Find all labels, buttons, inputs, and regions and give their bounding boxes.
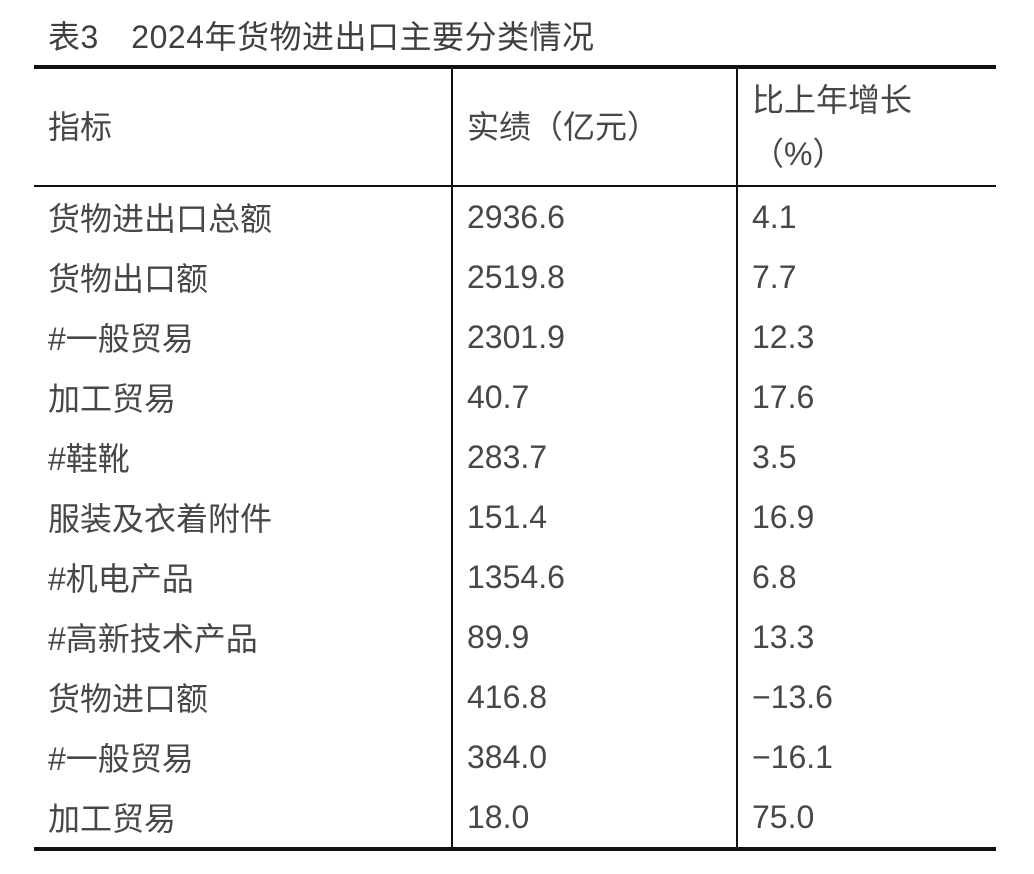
value-cell: 18.0	[451, 787, 737, 849]
indicator-cell: 货物出口额	[48, 261, 209, 297]
growth-cell: 6.8	[736, 547, 996, 607]
indicator-cell: #机电产品	[48, 561, 194, 597]
data-table: 指标 实绩（亿元） 比上年增长 （%） 货物进出口总额 2936.6 4.1 货物出口…	[34, 65, 996, 851]
header-growth: 比上年增长 （%）	[736, 67, 996, 187]
indicator-cell: 加工贸易	[48, 801, 177, 837]
growth-cell: 17.6	[736, 367, 996, 427]
header-row: 指标 实绩（亿元） 比上年增长 （%）	[34, 67, 996, 187]
value-cell: 2519.8	[451, 247, 737, 307]
indicator-cell: 服装及衣着附件	[48, 501, 273, 537]
value-cell: 384.0	[451, 727, 737, 787]
value-cell: 2936.6	[451, 186, 737, 247]
growth-cell: 16.9	[736, 487, 996, 547]
table-row: 货物进出口总额 2936.6 4.1	[34, 186, 996, 247]
growth-cell: 13.3	[736, 607, 996, 667]
table-row: 加工贸易 18.0 75.0	[34, 787, 996, 849]
value-cell: 283.7	[451, 427, 737, 487]
growth-cell: −13.6	[736, 667, 996, 727]
indicator-cell: 货物进口额	[48, 681, 209, 717]
table-header: 指标 实绩（亿元） 比上年增长 （%）	[34, 67, 996, 187]
table-row: #一般贸易 2301.9 12.3	[34, 307, 996, 367]
value-cell: 40.7	[451, 367, 737, 427]
header-value: 实绩（亿元）	[451, 67, 737, 187]
value-cell: 416.8	[451, 667, 737, 727]
value-cell: 89.9	[451, 607, 737, 667]
table-body: 货物进出口总额 2936.6 4.1 货物出口额 2519.8 7.7 #一般贸易 2301.…	[34, 186, 996, 849]
value-cell: 1354.6	[451, 547, 737, 607]
indicator-cell: #鞋靴	[48, 441, 130, 477]
value-cell: 2301.9	[451, 307, 737, 367]
table-row: 服装及衣着附件 151.4 16.9	[34, 487, 996, 547]
table-row: 货物出口额 2519.8 7.7	[34, 247, 996, 307]
table-row: #鞋靴 283.7 3.5	[34, 427, 996, 487]
indicator-cell: 加工贸易	[48, 381, 177, 417]
table-row: 货物进口额 416.8 −13.6	[34, 667, 996, 727]
table-row: 加工贸易 40.7 17.6	[34, 367, 996, 427]
table-row: #高新技术产品 89.9 13.3	[34, 607, 996, 667]
table-title: 表3 2024年货物进出口主要分类情况	[48, 19, 595, 55]
header-indicator: 指标	[34, 67, 452, 187]
indicator-cell: 货物进出口总额	[48, 201, 273, 237]
value-cell: 151.4	[451, 487, 737, 547]
indicator-cell: #高新技术产品	[48, 621, 258, 657]
indicator-cell: #一般贸易	[48, 321, 194, 357]
growth-cell: 12.3	[736, 307, 996, 367]
table-row: #机电产品 1354.6 6.8	[34, 547, 996, 607]
growth-cell: −16.1	[736, 727, 996, 787]
indicator-cell: #一般贸易	[48, 741, 194, 777]
growth-cell: 3.5	[736, 427, 996, 487]
growth-cell: 4.1	[736, 186, 996, 247]
table-row: #一般贸易 384.0 −16.1	[34, 727, 996, 787]
growth-cell: 7.7	[736, 247, 996, 307]
growth-cell: 75.0	[736, 787, 996, 849]
